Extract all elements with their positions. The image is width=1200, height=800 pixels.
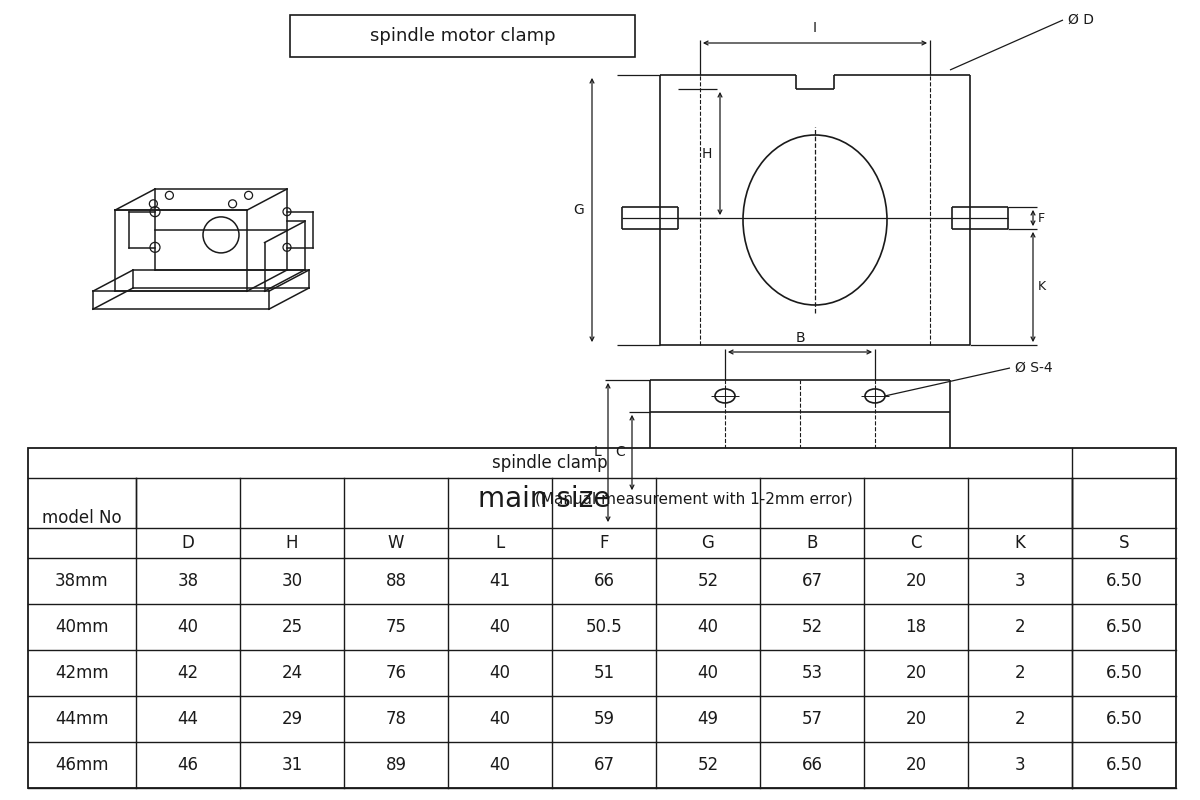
Text: 40: 40 <box>178 618 198 636</box>
Text: Ø S-4: Ø S-4 <box>1015 361 1052 375</box>
Text: B: B <box>806 534 817 552</box>
Text: G: G <box>574 203 584 217</box>
Text: K: K <box>1038 281 1046 294</box>
Text: 3: 3 <box>1015 756 1025 774</box>
Text: 6.50: 6.50 <box>1105 618 1142 636</box>
Text: 41: 41 <box>490 572 510 590</box>
Text: 88: 88 <box>385 572 407 590</box>
Text: 2: 2 <box>1015 710 1025 728</box>
Text: 24: 24 <box>282 664 302 682</box>
Text: H: H <box>702 146 712 161</box>
Text: 18: 18 <box>906 618 926 636</box>
Text: 6.50: 6.50 <box>1105 710 1142 728</box>
Text: 40: 40 <box>490 664 510 682</box>
Bar <box>290 15 635 57</box>
Text: C: C <box>911 534 922 552</box>
Text: 40mm: 40mm <box>55 618 109 636</box>
Text: 2: 2 <box>1015 664 1025 682</box>
Text: 38: 38 <box>178 572 198 590</box>
Text: 42mm: 42mm <box>55 664 109 682</box>
Text: 52: 52 <box>802 618 822 636</box>
Text: I: I <box>814 21 817 35</box>
Text: 76: 76 <box>385 664 407 682</box>
Text: 52: 52 <box>697 756 719 774</box>
Text: H: H <box>286 534 299 552</box>
Text: 31: 31 <box>281 756 302 774</box>
Text: 67: 67 <box>802 572 822 590</box>
Text: 46: 46 <box>178 756 198 774</box>
Text: W: W <box>388 534 404 552</box>
Text: F: F <box>1038 211 1045 225</box>
Text: (Manual measurement with 1-2mm error): (Manual measurement with 1-2mm error) <box>535 491 853 506</box>
Text: 2: 2 <box>1015 618 1025 636</box>
Text: 6.50: 6.50 <box>1105 664 1142 682</box>
Text: C: C <box>616 446 625 459</box>
Text: F: F <box>599 534 608 552</box>
Text: 89: 89 <box>385 756 407 774</box>
Text: 3: 3 <box>1015 572 1025 590</box>
Text: 6.50: 6.50 <box>1105 756 1142 774</box>
Text: spindle clamp: spindle clamp <box>492 454 608 472</box>
Text: 78: 78 <box>385 710 407 728</box>
Text: K: K <box>1014 534 1026 552</box>
Text: 30: 30 <box>282 572 302 590</box>
Text: 44mm: 44mm <box>55 710 109 728</box>
Text: main size: main size <box>478 485 610 513</box>
Text: 46mm: 46mm <box>55 756 109 774</box>
Text: L: L <box>593 446 601 459</box>
Text: 40: 40 <box>697 664 719 682</box>
Text: 67: 67 <box>594 756 614 774</box>
Text: 38mm: 38mm <box>55 572 109 590</box>
Text: 51: 51 <box>594 664 614 682</box>
Text: 20: 20 <box>906 664 926 682</box>
Text: 6.50: 6.50 <box>1105 572 1142 590</box>
Text: 50.5: 50.5 <box>586 618 623 636</box>
Text: 49: 49 <box>697 710 719 728</box>
Text: S: S <box>1118 534 1129 552</box>
Text: 29: 29 <box>282 710 302 728</box>
Text: 57: 57 <box>802 710 822 728</box>
Text: 53: 53 <box>802 664 822 682</box>
Text: 52: 52 <box>697 572 719 590</box>
Text: B: B <box>796 331 805 345</box>
Text: 40: 40 <box>490 710 510 728</box>
Text: L: L <box>496 534 505 552</box>
Text: model No: model No <box>42 509 122 527</box>
Text: D: D <box>181 534 194 552</box>
Bar <box>28 448 1176 788</box>
Text: 40: 40 <box>490 756 510 774</box>
Text: G: G <box>702 534 714 552</box>
Text: 25: 25 <box>282 618 302 636</box>
Text: 66: 66 <box>594 572 614 590</box>
Text: 40: 40 <box>697 618 719 636</box>
Text: 20: 20 <box>906 572 926 590</box>
Text: 20: 20 <box>906 710 926 728</box>
Text: spindle motor clamp: spindle motor clamp <box>370 27 556 45</box>
Text: Ø D: Ø D <box>1068 13 1094 27</box>
Text: 20: 20 <box>906 756 926 774</box>
Text: 75: 75 <box>385 618 407 636</box>
Text: 44: 44 <box>178 710 198 728</box>
Text: 59: 59 <box>594 710 614 728</box>
Text: 42: 42 <box>178 664 198 682</box>
Text: 40: 40 <box>490 618 510 636</box>
Text: 66: 66 <box>802 756 822 774</box>
